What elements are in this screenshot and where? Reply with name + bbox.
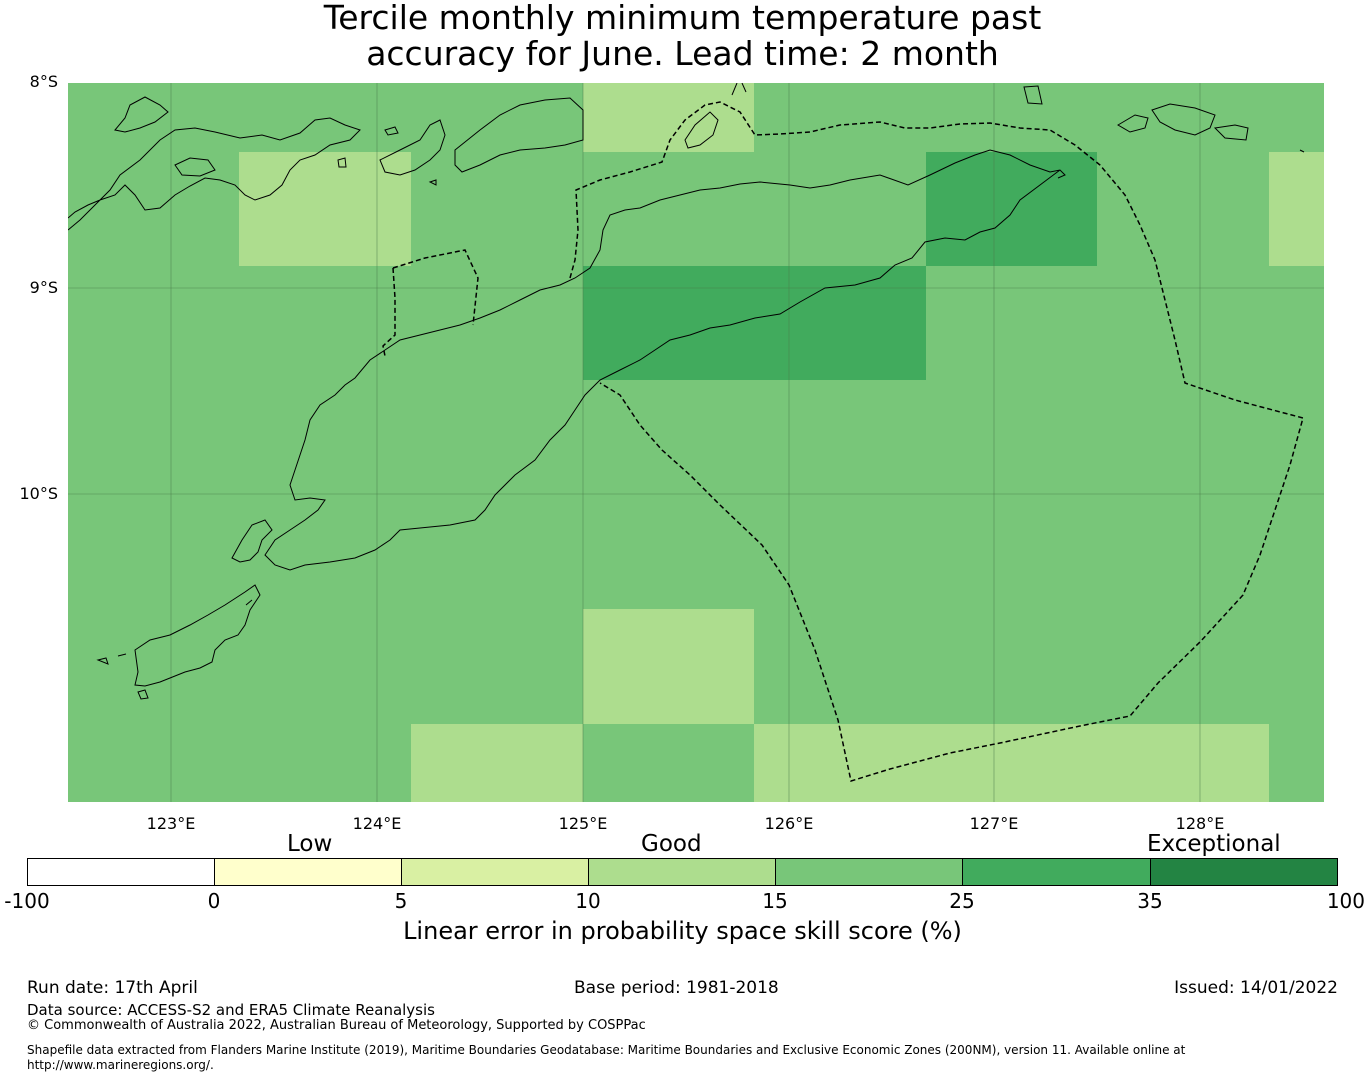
coast-wetar (454, 97, 584, 173)
lat-label-9s: 9°S (29, 278, 58, 297)
colorbar-segment-5-10 (402, 859, 589, 885)
colorbar (27, 858, 1338, 886)
colorbar-segment-25-35 (963, 859, 1151, 885)
legend-category-exceptional: Exceptional (1147, 831, 1281, 857)
colorbar-tick-10: 10 (575, 889, 601, 913)
coast-alor (379, 119, 446, 176)
title-line-1: Tercile monthly minimum temperature past (323, 0, 1042, 37)
colorbar-segment-0-5 (215, 859, 402, 885)
cell-dark-center (583, 266, 926, 380)
coast-islet-4 (428, 179, 437, 186)
title-line-2: accuracy for June. Lead time: 2 month (366, 34, 999, 73)
colorbar-tick-100: 100 (1326, 889, 1365, 913)
base-period: Base period: 1981-2018 (574, 978, 779, 998)
coast-islet-3 (337, 157, 347, 168)
lon-label-125e: 125°E (558, 814, 608, 833)
issued-date: Issued: 14/01/2022 (1174, 978, 1338, 998)
coast-islet-6 (731, 83, 747, 96)
coastlines (68, 83, 1305, 700)
colorbar-segment-35-100 (1151, 859, 1337, 885)
shapefile-credit-line-2: http://www.marineregions.org/. (27, 1058, 214, 1072)
graticule (68, 83, 1324, 802)
lon-label-126e: 126°E (764, 814, 814, 833)
coast-islet-8 (1117, 114, 1149, 133)
cell-light-south-east (754, 724, 1269, 802)
colorbar-label: Linear error in probability space skill … (403, 917, 962, 945)
coast-timor (264, 149, 1066, 571)
coast-islet-7 (1023, 85, 1043, 105)
colorbar-segment-neg100-0 (28, 859, 215, 885)
colorbar-segment-15-25 (776, 859, 963, 885)
legend-category-good: Good (641, 831, 702, 857)
coast-islet-10 (1213, 124, 1249, 141)
run-date: Run date: 17th April (27, 978, 198, 998)
coast-semau (231, 519, 273, 563)
legend-category-low: Low (287, 831, 333, 857)
coast-rote (134, 584, 261, 687)
copyright-notice: © Commonwealth of Australia 2022, Austra… (27, 1018, 646, 1033)
colorbar-tick-35: 35 (1137, 889, 1163, 913)
colorbar-tick-0: 0 (207, 889, 221, 913)
coast-ndana (137, 689, 149, 700)
coast-atauro (684, 111, 719, 149)
coast-islet-9 (1151, 103, 1216, 136)
lon-label-123e: 123°E (146, 814, 196, 833)
cell-light-northwest (239, 152, 411, 266)
eez-timor-leste-north (569, 101, 1304, 782)
cell-dark-northeast (926, 152, 1097, 266)
map-title: Tercile monthly minimum temperature past… (0, 0, 1365, 72)
cell-light-south-west (411, 724, 583, 802)
lon-label-128e: 128°E (1175, 814, 1225, 833)
cell-light-east (1269, 152, 1324, 266)
colorbar-tick-25: 25 (949, 889, 975, 913)
coast-islet-5 (384, 126, 399, 136)
coast-islet-13 (1299, 149, 1305, 153)
lat-label-10s: 10°S (19, 484, 58, 503)
coast-islet-2 (174, 157, 216, 177)
colorbar-tick-5: 5 (394, 889, 408, 913)
data-source: Data source: ACCESS-S2 and ERA5 Climate … (27, 1001, 435, 1019)
lon-label-124e: 124°E (352, 814, 402, 833)
lat-label-8s: 8°S (29, 72, 58, 91)
shapefile-credit-line-1: Shapefile data extracted from Flanders M… (27, 1043, 1186, 1057)
colorbar-segment-10-15 (589, 859, 776, 885)
coast-islet-1 (114, 96, 169, 133)
eez-oecusse (382, 249, 479, 357)
colorbar-tick-15: 15 (762, 889, 788, 913)
coast-flores-east (68, 117, 361, 231)
cell-light-south-center (583, 609, 754, 724)
cell-light-top (583, 83, 754, 152)
maritime-boundaries (382, 101, 1304, 782)
lon-label-127e: 127°E (969, 814, 1019, 833)
coast-islet-11 (96, 657, 109, 665)
colorbar-tick-neg100: -100 (4, 889, 50, 913)
coast-islet-12 (117, 599, 253, 657)
